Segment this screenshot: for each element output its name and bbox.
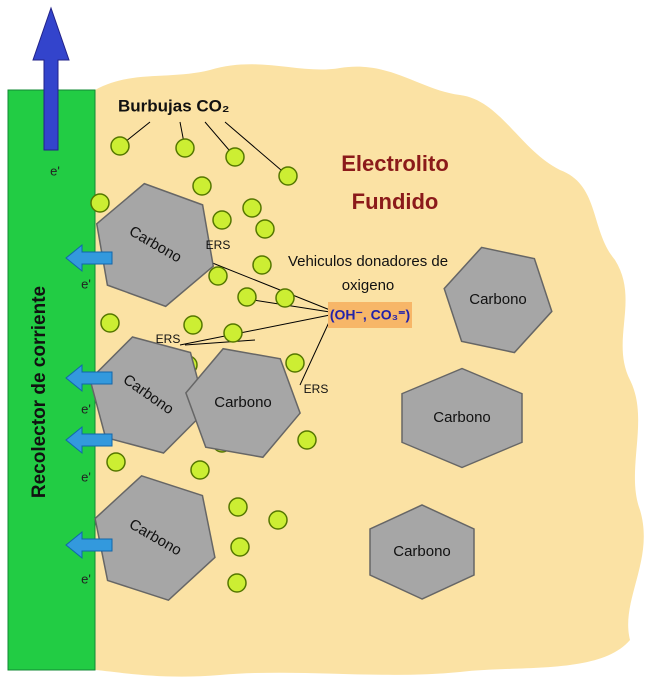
ions-label: (OH⁻, CO₃⁼) <box>330 307 410 323</box>
ers-label: ERS <box>304 382 329 396</box>
carbon-label: Carbono <box>393 543 451 560</box>
electrolyte-label: Electrolito <box>341 151 449 176</box>
carbon-particle: Carbono <box>95 182 215 308</box>
collector-label: Recolector de corriente <box>29 286 50 498</box>
up-arrow <box>32 6 70 151</box>
carbon-label: Carbono <box>433 409 491 426</box>
electrolyte-label: Fundido <box>352 189 439 214</box>
carbon-particle: Carbono <box>89 336 207 454</box>
carbon-particle: Carbono <box>369 504 475 600</box>
carbon-label: Carbono <box>214 394 272 411</box>
carbon-particle: Carbono <box>401 367 523 469</box>
carbon-particle: Carbono <box>94 474 216 602</box>
electron-arrows <box>65 243 113 560</box>
vehicles-label: oxigeno <box>342 277 395 294</box>
electron-label: e' <box>81 276 91 291</box>
carbon-label: Carbono <box>469 291 527 308</box>
bubbles-label: Burbujas CO₂ <box>118 96 229 115</box>
electron-label: e' <box>81 469 91 484</box>
ers-label: ERS <box>156 332 181 346</box>
ers-label: ERS <box>206 238 231 252</box>
electron-label: e' <box>81 571 91 586</box>
carbon-particle: Carbono <box>443 246 553 354</box>
electron-label: e' <box>81 401 91 416</box>
ions-box <box>328 302 412 328</box>
electron-label: e' <box>50 163 60 178</box>
vehicles-label: Vehiculos donadores de <box>288 253 448 270</box>
electrolyte-area <box>95 64 644 677</box>
carbon-particle: Carbono <box>185 347 301 459</box>
